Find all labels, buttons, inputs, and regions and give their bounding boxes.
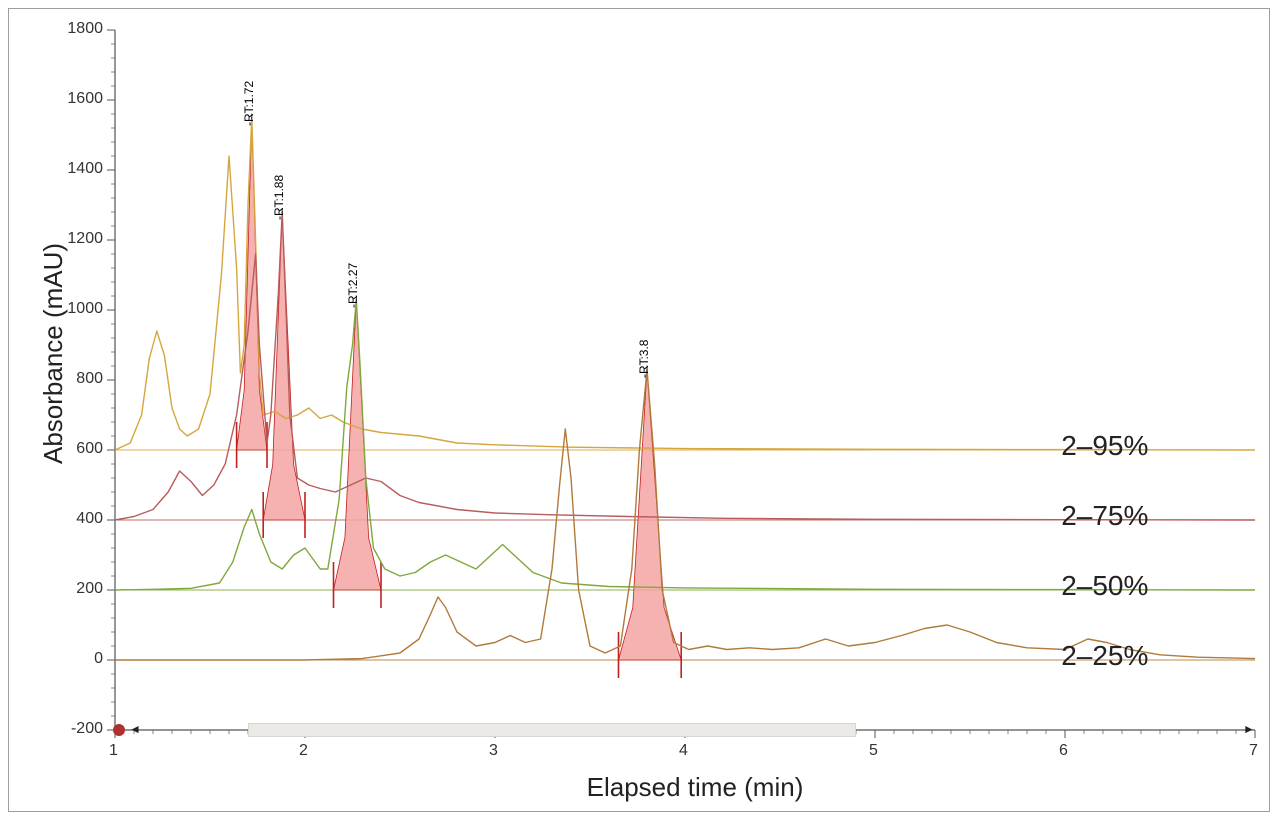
x-tick-label: 7 — [1249, 742, 1258, 760]
scroll-right-arrow[interactable]: ► — [1243, 723, 1255, 735]
scroll-track[interactable] — [248, 723, 856, 737]
gradient-label: 2–75% — [1061, 500, 1148, 532]
rt-label: -RT:1.72 — [242, 80, 256, 125]
scroll-dot[interactable] — [113, 724, 125, 736]
y-tick-label: 800 — [76, 370, 103, 388]
y-tick-label: 0 — [94, 650, 103, 668]
gradient-label: 2–25% — [1061, 640, 1148, 672]
x-tick-label: 3 — [489, 742, 498, 760]
y-tick-label: 1600 — [67, 90, 103, 108]
y-tick-label: 1400 — [67, 160, 103, 178]
x-tick-label: 6 — [1059, 742, 1068, 760]
y-tick-label: 1200 — [67, 230, 103, 248]
y-tick-label: -200 — [71, 720, 103, 738]
x-tick-label: 1 — [109, 742, 118, 760]
rt-label: -RT:2.27 — [346, 262, 360, 307]
rt-label: -RT:3.8 — [637, 339, 651, 377]
x-tick-label: 2 — [299, 742, 308, 760]
x-tick-label: 5 — [869, 742, 878, 760]
x-tick-label: 4 — [679, 742, 688, 760]
y-tick-label: 1000 — [67, 300, 103, 318]
y-tick-label: 400 — [76, 510, 103, 528]
chromatogram-chart — [0, 0, 1280, 822]
y-tick-label: 600 — [76, 440, 103, 458]
y-tick-label: 200 — [76, 580, 103, 598]
scroll-left-arrow[interactable]: ◄ — [129, 723, 141, 735]
gradient-label: 2–95% — [1061, 430, 1148, 462]
y-tick-label: 1800 — [67, 20, 103, 38]
rt-label: -RT:1.88 — [272, 175, 286, 220]
gradient-label: 2–50% — [1061, 570, 1148, 602]
